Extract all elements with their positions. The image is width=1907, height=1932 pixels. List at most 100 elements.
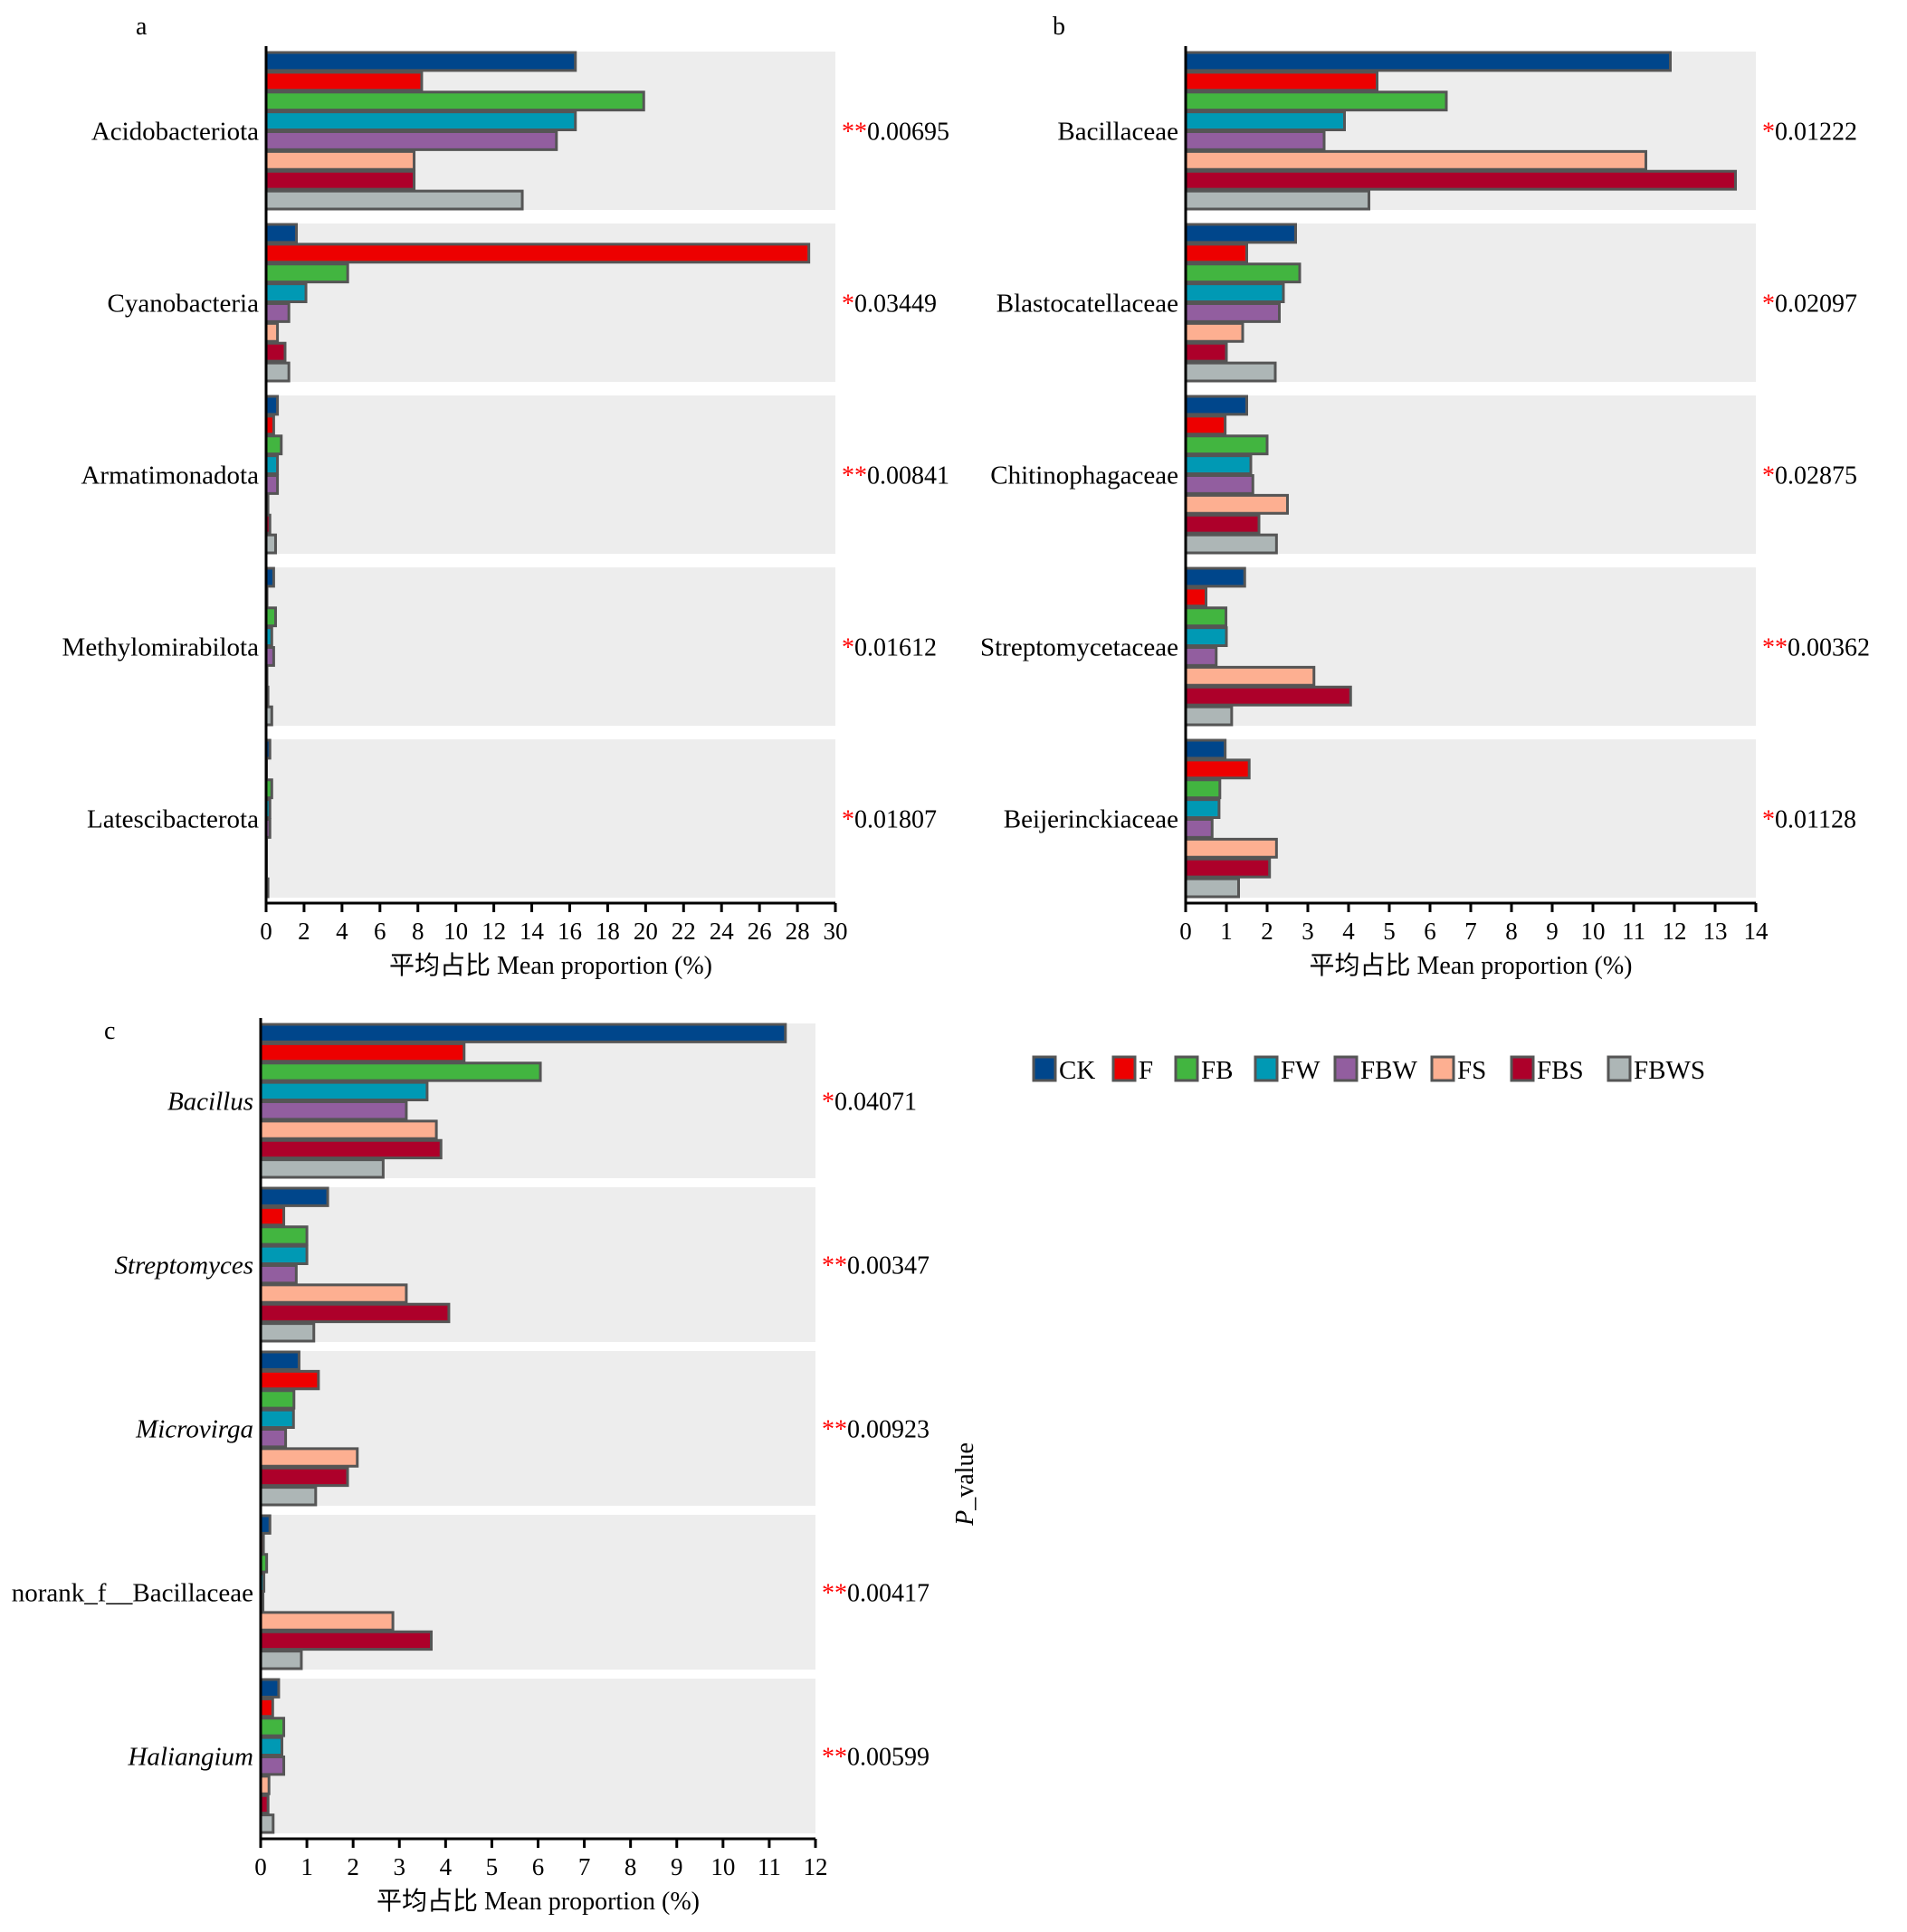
x-tick-label: 30 xyxy=(824,918,848,945)
bar-b-bacillaceae-ck xyxy=(1184,51,1672,72)
x-tick-label: 8 xyxy=(412,918,424,945)
p-value-number: 0.00695 xyxy=(867,119,949,147)
bar-c-haliangium-fbws xyxy=(259,1813,275,1834)
bar-a-cyanobacteria-fbw xyxy=(264,302,291,323)
bar-c-norank-f-bacillaceae-ck xyxy=(259,1514,272,1535)
x-tick-label: 9 xyxy=(1546,918,1559,945)
bar-c-bacillus-fbw xyxy=(259,1100,408,1121)
bar-c-microvirga-fs xyxy=(259,1447,359,1468)
category-label: Acidobacteriota xyxy=(91,118,259,147)
bar-c-microvirga-fw xyxy=(259,1408,295,1429)
p-value-number: 0.01612 xyxy=(854,634,937,662)
p-value-label: **0.00695 xyxy=(842,119,949,147)
bar-b-blastocatellaceae-fbs xyxy=(1184,341,1228,363)
significance-stars: * xyxy=(842,634,854,662)
bar-b-streptomycetaceae-fs xyxy=(1184,665,1316,687)
x-tick-label: 6 xyxy=(1424,918,1436,945)
bar-a-acidobacteriota-fbs xyxy=(264,169,416,191)
bar-c-microvirga-fbw xyxy=(259,1428,288,1449)
p-value-number: 0.02875 xyxy=(1775,462,1857,490)
bar-b-chitinophagaceae-fw xyxy=(1184,454,1253,475)
bar-c-microvirga-fbs xyxy=(259,1466,349,1488)
bar-a-acidobacteriota-fw xyxy=(264,110,577,131)
category-label: Latescibacterota xyxy=(87,805,259,834)
bar-b-bacillaceae-fbws xyxy=(1184,189,1370,211)
bar-b-streptomycetaceae-fbs xyxy=(1184,685,1352,707)
category-label: Bacillus xyxy=(167,1088,253,1117)
row-background xyxy=(261,1679,815,1833)
x-tick-label: 11 xyxy=(1622,918,1645,945)
category-label: Microvirga xyxy=(135,1415,253,1444)
bar-c-microvirga-fb xyxy=(259,1389,296,1410)
x-tick-label: 24 xyxy=(710,918,735,945)
bar-c-bacillus-fs xyxy=(259,1119,438,1140)
legend: CK F FB FW FBW FS FBS FBWS xyxy=(1032,1055,1705,1085)
bar-c-haliangium-fb xyxy=(259,1717,286,1737)
bar-b-beijerinckiaceae-fw xyxy=(1184,798,1221,819)
bar-a-armatimonadota-fb xyxy=(264,434,283,456)
x-tick-label: 12 xyxy=(804,1853,828,1880)
p-value-number: 0.04071 xyxy=(834,1089,917,1117)
row-background xyxy=(1186,395,1756,554)
p-value-title-rest: _value xyxy=(951,1442,979,1511)
x-tick-label: 28 xyxy=(786,918,810,945)
bar-b-beijerinckiaceae-fbws xyxy=(1184,877,1240,899)
bar-a-armatimonadota-fbws xyxy=(264,533,277,555)
bar-b-blastocatellaceae-fw xyxy=(1184,282,1285,303)
bar-b-bacillaceae-fb xyxy=(1184,90,1448,112)
bar-b-chitinophagaceae-f xyxy=(1184,414,1227,436)
x-tick-label: 7 xyxy=(578,1853,591,1880)
bar-c-microvirga-fbws xyxy=(259,1486,318,1507)
bar-b-streptomycetaceae-f xyxy=(1184,586,1207,608)
bar-b-blastocatellaceae-f xyxy=(1184,243,1248,264)
p-value-number: 0.01807 xyxy=(854,806,937,834)
legend-swatch xyxy=(1333,1055,1359,1082)
bar-b-bacillaceae-fw xyxy=(1184,110,1346,131)
bar-c-haliangium-fw xyxy=(259,1736,283,1756)
x-tick-label: 14 xyxy=(520,918,545,945)
significance-stars: ** xyxy=(842,119,867,147)
x-tick-label: 8 xyxy=(625,1853,637,1880)
bar-c-streptomyces-fbw xyxy=(259,1264,298,1285)
p-value-label: *0.02097 xyxy=(1762,290,1857,319)
p-value-label: **0.00599 xyxy=(822,1744,930,1772)
x-tick-label: 2 xyxy=(347,1853,359,1880)
bar-b-beijerinckiaceae-fs xyxy=(1184,837,1278,859)
significance-stars: * xyxy=(1762,119,1775,147)
x-axis-title: 平均占比 Mean proportion (%) xyxy=(389,951,712,980)
p-value-number: 0.00362 xyxy=(1788,634,1870,662)
x-tick-label: 5 xyxy=(1383,918,1396,945)
significance-stars: * xyxy=(842,806,854,834)
p-value-label: *0.01128 xyxy=(1762,806,1856,834)
p-value-label: *0.03449 xyxy=(842,290,937,319)
x-tick-label: 8 xyxy=(1505,918,1518,945)
x-tick-label: 12 xyxy=(1663,918,1687,945)
category-label: norank_f__Bacillaceae xyxy=(12,1579,253,1608)
legend-item-ck: CK xyxy=(1032,1055,1095,1085)
x-tick-label: 14 xyxy=(1744,918,1769,945)
p-value-title-italic: P xyxy=(951,1510,979,1527)
category-label: Haliangium xyxy=(127,1743,253,1772)
bar-b-blastocatellaceae-fbw xyxy=(1184,302,1281,323)
panel-letter-c: c xyxy=(104,1017,115,1045)
significance-stars: * xyxy=(822,1089,834,1117)
bar-c-bacillus-ck xyxy=(259,1023,787,1043)
bar-b-beijerinckiaceae-fb xyxy=(1184,778,1222,800)
bar-b-blastocatellaceae-ck xyxy=(1184,223,1297,244)
bar-a-acidobacteriota-ck xyxy=(264,51,577,72)
x-tick-label: 2 xyxy=(298,918,310,945)
bar-a-armatimonadota-ck xyxy=(264,395,280,416)
p-value-number: 0.00599 xyxy=(847,1744,930,1772)
significance-stars: * xyxy=(1762,290,1775,319)
significance-stars: ** xyxy=(842,462,867,490)
legend-swatch xyxy=(1254,1055,1279,1082)
legend-item-fbws: FBWS xyxy=(1607,1055,1705,1085)
p-value-axis-title: P_value xyxy=(951,1442,979,1527)
significance-stars: ** xyxy=(822,1416,847,1444)
bar-a-acidobacteriota-f xyxy=(264,71,424,92)
bar-c-bacillus-fbws xyxy=(259,1158,385,1179)
bar-b-chitinophagaceae-fbws xyxy=(1184,533,1278,555)
x-tick-label: 4 xyxy=(336,918,348,945)
